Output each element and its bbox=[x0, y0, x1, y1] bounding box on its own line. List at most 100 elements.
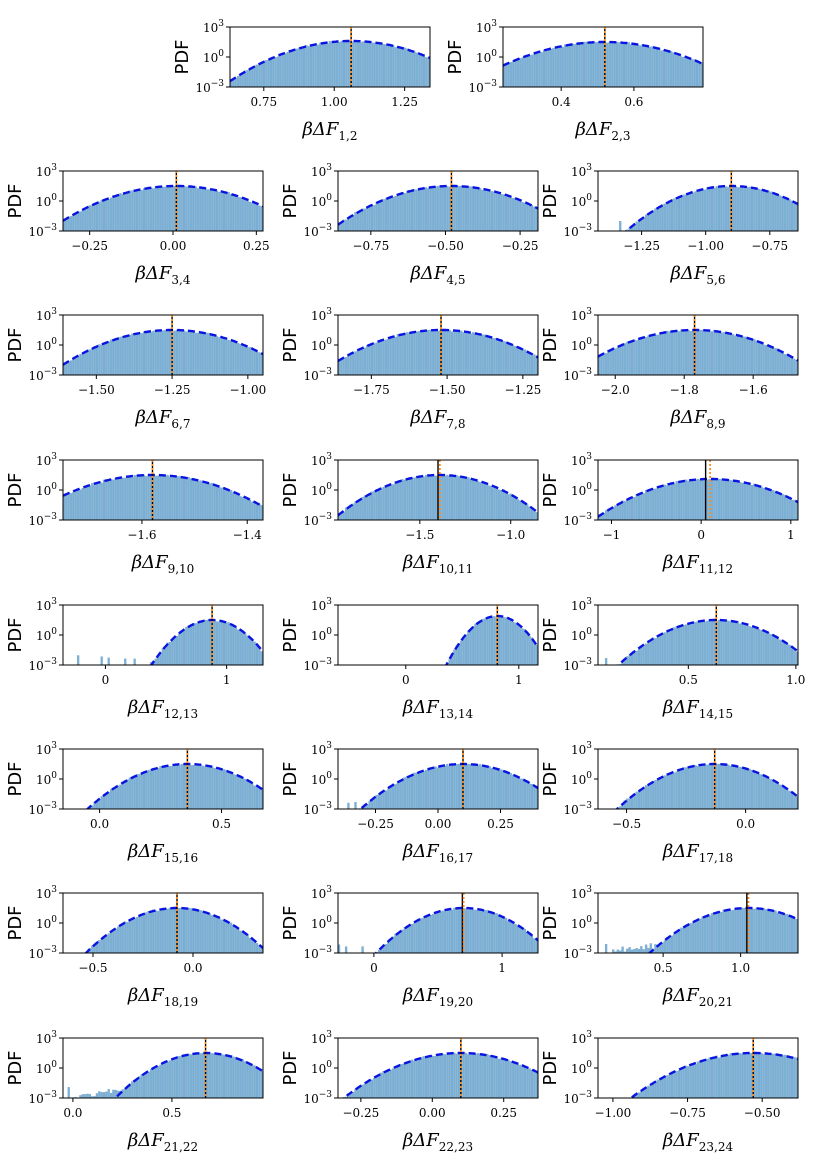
histogram-bar bbox=[424, 916, 428, 953]
histogram-bar bbox=[455, 186, 458, 231]
histogram-bar bbox=[387, 484, 390, 520]
histogram-bar bbox=[684, 1065, 688, 1098]
histogram-bar bbox=[672, 52, 675, 87]
x-tick-label: −0.50 bbox=[744, 1106, 781, 1120]
histogram-bar bbox=[415, 52, 419, 87]
histogram-bar bbox=[149, 187, 153, 231]
y-tick-label: 10−3 bbox=[28, 945, 57, 961]
histogram-bar bbox=[319, 42, 322, 87]
histogram-bar bbox=[460, 640, 463, 665]
gaussian-fit-curve bbox=[338, 473, 538, 517]
histogram-bar bbox=[84, 1094, 87, 1098]
histogram-bar bbox=[145, 476, 148, 520]
histogram-bar bbox=[74, 214, 77, 231]
histogram-bar bbox=[288, 49, 291, 87]
histogram-bar bbox=[467, 1054, 470, 1098]
y-tick-label: 103 bbox=[36, 452, 57, 468]
histogram-bar bbox=[662, 50, 666, 87]
histogram-bar bbox=[727, 187, 730, 231]
histogram-bar bbox=[406, 775, 409, 809]
histogram-bar bbox=[715, 186, 718, 231]
histogram-bar bbox=[213, 620, 216, 665]
histogram-bar bbox=[178, 633, 181, 665]
x-tick-label: −1.00 bbox=[229, 383, 266, 397]
histogram-bar bbox=[175, 636, 179, 665]
histogram-bar bbox=[675, 197, 678, 231]
histogram-bar bbox=[783, 197, 787, 231]
histogram-bar bbox=[432, 914, 435, 953]
histogram-bar bbox=[460, 477, 463, 520]
histogram-bar bbox=[396, 481, 399, 520]
histogram-bar bbox=[727, 620, 730, 665]
y-tick-label: 10−3 bbox=[303, 367, 332, 383]
histogram-bar bbox=[399, 333, 402, 375]
histogram-bar bbox=[258, 64, 261, 87]
y-axis-label: PDF bbox=[280, 905, 301, 940]
histogram-bar bbox=[213, 768, 216, 809]
histogram-bar bbox=[168, 476, 172, 520]
y-tick-label: 103 bbox=[476, 19, 497, 35]
histogram-bar bbox=[206, 914, 209, 953]
histogram-bar bbox=[717, 332, 721, 375]
histogram-bar bbox=[262, 62, 266, 87]
histogram-bar bbox=[635, 221, 638, 231]
histogram-bar bbox=[260, 62, 263, 87]
histogram-bar bbox=[197, 332, 200, 375]
histogram-bar bbox=[133, 918, 136, 953]
histogram-bar bbox=[225, 1055, 228, 1098]
histogram-bar bbox=[497, 489, 501, 520]
histogram-bar bbox=[375, 489, 378, 520]
histogram-bar bbox=[157, 768, 160, 809]
histogram-bar bbox=[389, 939, 392, 953]
histogram-bar bbox=[413, 51, 416, 87]
histogram-bar bbox=[394, 47, 397, 87]
histogram-bar bbox=[722, 185, 725, 231]
histogram-bar bbox=[571, 43, 574, 87]
histogram-bar bbox=[375, 342, 378, 375]
histogram-bar bbox=[526, 782, 529, 809]
histogram-bar bbox=[229, 922, 233, 953]
plot-area bbox=[619, 171, 798, 231]
histogram-bar bbox=[384, 790, 388, 809]
x-tick-label: 0.5 bbox=[679, 673, 698, 687]
histogram-bar bbox=[152, 769, 155, 809]
histogram-bar bbox=[467, 332, 470, 375]
histogram-bar bbox=[79, 1095, 82, 1098]
histogram-bar bbox=[781, 352, 784, 375]
histogram-bar bbox=[708, 763, 711, 809]
histogram-bar bbox=[199, 1053, 202, 1098]
histogram-bar bbox=[159, 908, 162, 953]
histogram-bar bbox=[74, 356, 77, 375]
histogram-bar bbox=[528, 932, 531, 953]
histogram-bar bbox=[359, 348, 362, 375]
histogram-bar bbox=[626, 798, 629, 809]
y-tick-label: 100 bbox=[311, 482, 332, 498]
histogram-bar bbox=[509, 773, 512, 809]
y-tick-label: 103 bbox=[571, 741, 592, 757]
histogram-bar bbox=[105, 342, 108, 375]
histogram-bar bbox=[166, 1061, 169, 1098]
histogram-bar bbox=[352, 1092, 355, 1098]
histogram-bar bbox=[147, 1071, 150, 1098]
histogram-bar bbox=[178, 330, 181, 375]
histogram-bar bbox=[490, 486, 494, 520]
y-tick-label: 10−3 bbox=[563, 367, 592, 383]
histogram-bar bbox=[244, 932, 247, 953]
y-axis-label: PDF bbox=[280, 617, 301, 652]
histogram-bar bbox=[666, 202, 669, 231]
histogram-bar bbox=[281, 52, 284, 87]
histogram-bar bbox=[710, 479, 714, 520]
histogram-bar bbox=[380, 792, 383, 809]
histogram-bar bbox=[743, 1052, 747, 1098]
x-tick-label: 0.0 bbox=[90, 817, 109, 831]
histogram-bar bbox=[795, 1057, 798, 1098]
histogram-bar bbox=[117, 926, 120, 953]
histogram-bar bbox=[187, 626, 190, 665]
histogram-bar bbox=[121, 923, 124, 953]
histogram-bar bbox=[486, 767, 489, 809]
histogram-bar bbox=[206, 332, 209, 375]
histogram-bar bbox=[755, 340, 758, 375]
histogram-bar bbox=[389, 337, 392, 375]
histogram-bar bbox=[509, 1061, 512, 1098]
